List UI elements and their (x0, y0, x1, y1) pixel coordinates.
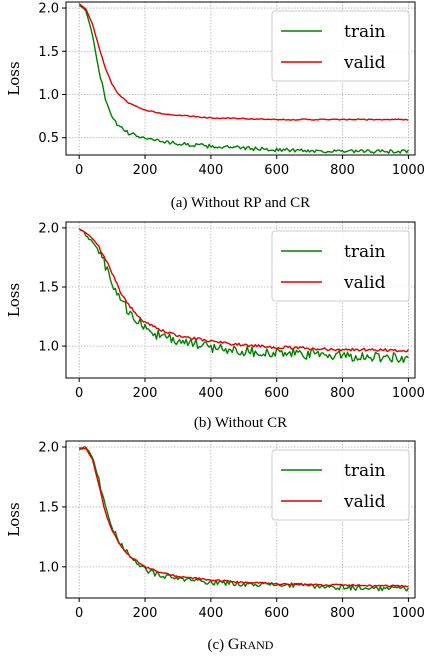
x-tick-label: 1000 (392, 163, 425, 178)
series-line-valid (78, 447, 409, 588)
caption-name-rest: RAND (239, 638, 273, 652)
axes-frame (65, 221, 416, 379)
legend-box (271, 230, 410, 302)
y-tick-label: 2.0 (38, 221, 59, 236)
legend: train valid (271, 449, 410, 521)
series-line-valid (78, 228, 409, 353)
y-tick-label: 1.0 (38, 340, 59, 355)
legend-label-train: train (344, 22, 386, 42)
x-tick-label: 400 (198, 163, 223, 178)
caption-name-initial: G (228, 636, 240, 653)
y-tick-label: 1.5 (38, 281, 59, 296)
panel-caption: (c) GRAND (208, 636, 274, 653)
x-tick-label: 600 (264, 606, 289, 621)
x-tick-label: 200 (133, 163, 158, 178)
y-tick-label: 1.5 (38, 45, 59, 60)
x-tick-label: 200 (133, 606, 158, 621)
y-axis-label: Loss (5, 502, 23, 536)
x-tick-label: 800 (330, 386, 355, 401)
legend-label-valid: valid (343, 273, 386, 293)
legend-label-train: train (344, 242, 386, 262)
x-tick-label: 200 (133, 386, 158, 401)
panel-caption: (a) Without RP and CR (171, 195, 310, 211)
axes-frame (65, 1, 416, 156)
legend-box (271, 10, 410, 82)
panel-caption: (b) Without CR (194, 415, 287, 431)
x-tick-label: 0 (75, 163, 83, 178)
legend-label-train: train (344, 461, 386, 481)
x-tick-label: 600 (264, 163, 289, 178)
x-tick-label: 400 (198, 386, 223, 401)
chart-panel-3: 0 200 400 600 800 1000 1.0 1.5 2.0 Loss train valid… (5, 440, 425, 653)
series-line-valid (78, 3, 409, 121)
legend-label-valid: valid (343, 53, 386, 73)
legend-label-valid: valid (343, 492, 386, 512)
x-tick-label: 400 (198, 606, 223, 621)
y-axis-label: Loss (5, 283, 23, 317)
y-tick-label: 2.0 (38, 440, 59, 455)
y-tick-label: 0.5 (38, 131, 59, 146)
x-tick-label: 0 (75, 606, 83, 621)
chart-panel-1: 0 200 400 600 800 1000 0.5 1.0 1.5 2.0 Loss train va… (5, 1, 425, 211)
y-axis-label: Loss (5, 61, 23, 95)
x-tick-label: 800 (330, 606, 355, 621)
series-line-train (78, 5, 410, 155)
chart-panel-2: 0 200 400 600 800 1000 1.0 1.5 2.0 Loss train valid… (5, 221, 425, 431)
x-tick-label: 1000 (392, 386, 425, 401)
axes-frame (65, 440, 416, 599)
x-tick-label: 600 (264, 386, 289, 401)
legend: train valid (271, 230, 410, 302)
y-tick-label: 1.5 (38, 500, 59, 515)
y-tick-label: 1.0 (38, 560, 59, 575)
series-line-train (78, 228, 409, 364)
caption-prefix: (c) (208, 637, 228, 653)
x-tick-label: 0 (75, 386, 83, 401)
legend-box (271, 449, 410, 521)
y-tick-label: 1.0 (38, 88, 59, 103)
legend: train valid (271, 10, 410, 82)
x-tick-label: 1000 (392, 606, 425, 621)
y-tick-label: 2.0 (38, 2, 59, 17)
x-tick-label: 800 (330, 163, 355, 178)
